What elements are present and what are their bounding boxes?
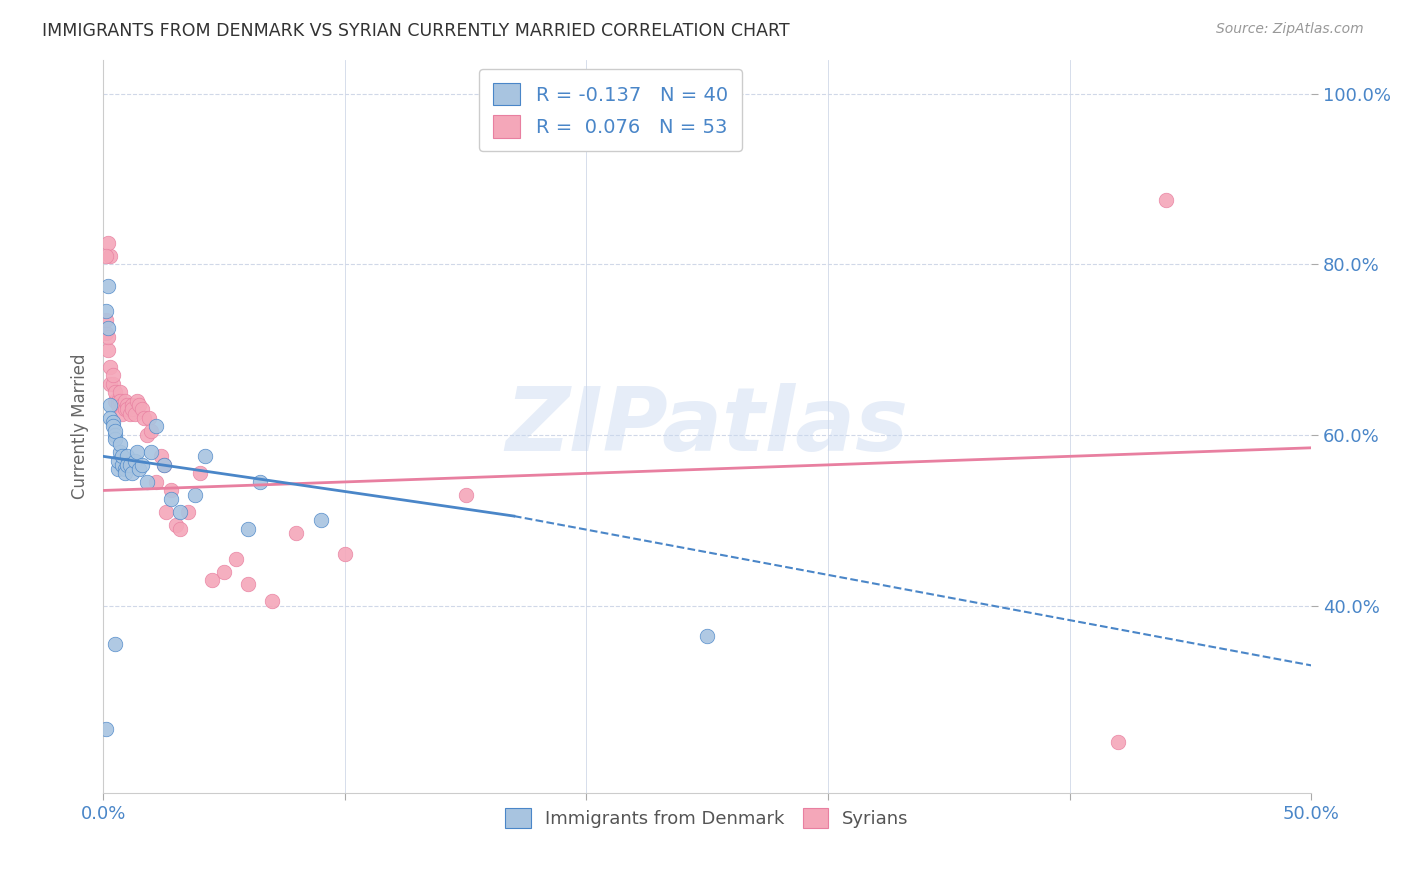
Text: IMMIGRANTS FROM DENMARK VS SYRIAN CURRENTLY MARRIED CORRELATION CHART: IMMIGRANTS FROM DENMARK VS SYRIAN CURREN… (42, 22, 790, 40)
Point (117, 402, 139, 417)
Point (184, 488, 207, 502)
Point (108, 385, 131, 400)
Point (1154, 194, 1177, 208)
Point (107, 393, 129, 408)
Point (117, 398, 139, 412)
Legend: Immigrants from Denmark, Syrians: Immigrants from Denmark, Syrians (498, 800, 917, 836)
Point (152, 458, 174, 472)
Point (94, 723, 117, 737)
Point (188, 467, 211, 481)
Point (124, 453, 146, 467)
Text: Source: ZipAtlas.com: Source: ZipAtlas.com (1216, 22, 1364, 37)
Point (97, 343, 120, 357)
Point (107, 462, 129, 476)
Point (111, 407, 134, 421)
Point (94, 304, 117, 318)
Y-axis label: Currently Married: Currently Married (72, 354, 89, 500)
Point (696, 628, 718, 642)
Point (104, 432, 127, 446)
Point (454, 488, 477, 502)
Point (100, 359, 122, 374)
Point (125, 445, 148, 459)
Point (249, 475, 271, 489)
Point (1107, 735, 1129, 749)
Point (97, 278, 120, 293)
Point (97, 321, 120, 335)
Point (135, 428, 157, 442)
Point (94, 249, 117, 263)
Point (145, 419, 167, 434)
Point (159, 483, 181, 498)
Point (176, 505, 198, 519)
Point (101, 415, 124, 429)
Point (114, 393, 136, 408)
Point (108, 436, 131, 450)
Point (165, 517, 187, 532)
Point (121, 467, 143, 481)
Point (117, 458, 139, 472)
Point (212, 565, 235, 579)
Point (333, 548, 356, 562)
Point (309, 513, 332, 527)
Point (111, 450, 134, 464)
Point (97, 330, 120, 344)
Point (225, 551, 247, 566)
Point (150, 450, 173, 464)
Point (125, 393, 148, 408)
Point (262, 594, 284, 608)
Point (104, 393, 127, 408)
Point (128, 398, 150, 412)
Point (104, 428, 127, 442)
Point (285, 526, 308, 541)
Point (117, 450, 139, 464)
Point (100, 398, 122, 412)
Point (141, 424, 163, 438)
Point (101, 419, 124, 434)
Point (100, 411, 122, 425)
Point (131, 458, 153, 472)
Point (121, 402, 143, 417)
Point (138, 411, 160, 425)
Point (108, 393, 131, 408)
Point (135, 475, 157, 489)
Point (114, 462, 136, 476)
Point (128, 462, 150, 476)
Point (97, 235, 120, 250)
Point (104, 385, 127, 400)
Point (118, 407, 141, 421)
Point (194, 450, 217, 464)
Point (107, 398, 129, 412)
Point (145, 475, 167, 489)
Point (111, 398, 134, 412)
Point (201, 573, 224, 587)
Point (101, 368, 124, 383)
Point (169, 505, 191, 519)
Point (152, 458, 174, 472)
Point (159, 491, 181, 506)
Point (100, 376, 122, 391)
Point (108, 445, 131, 459)
Point (94, 326, 117, 340)
Point (141, 445, 163, 459)
Point (114, 467, 136, 481)
Point (124, 407, 146, 421)
Point (94, 313, 117, 327)
Point (169, 522, 191, 536)
Point (101, 376, 124, 391)
Point (107, 453, 129, 467)
Point (121, 398, 143, 412)
Point (104, 424, 127, 438)
Point (236, 577, 259, 591)
Point (118, 458, 141, 472)
Point (236, 522, 259, 536)
Point (111, 458, 134, 472)
Point (131, 402, 153, 417)
Point (134, 411, 156, 425)
Point (104, 637, 127, 651)
Point (114, 402, 136, 417)
Point (100, 249, 122, 263)
Text: ZIPatlas: ZIPatlas (506, 383, 908, 470)
Point (155, 505, 177, 519)
